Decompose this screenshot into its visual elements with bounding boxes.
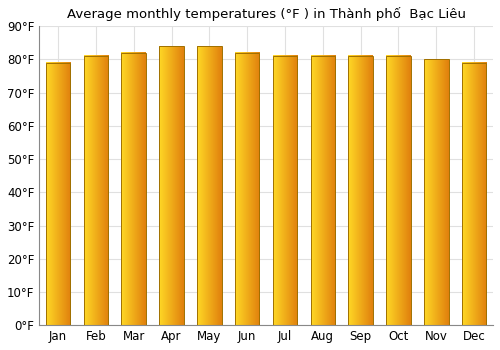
Title: Average monthly temperatures (°F ) in Thành phố  Bạc Liêu: Average monthly temperatures (°F ) in Th…	[66, 7, 466, 21]
Bar	[272, 56, 297, 325]
Bar	[197, 46, 222, 325]
Bar	[348, 56, 373, 325]
Bar	[122, 53, 146, 325]
Bar	[386, 56, 411, 325]
Bar	[84, 56, 108, 325]
Bar	[160, 46, 184, 325]
Bar	[424, 60, 448, 325]
Bar	[462, 63, 486, 325]
Bar	[235, 53, 260, 325]
Bar	[46, 63, 70, 325]
Bar	[310, 56, 335, 325]
